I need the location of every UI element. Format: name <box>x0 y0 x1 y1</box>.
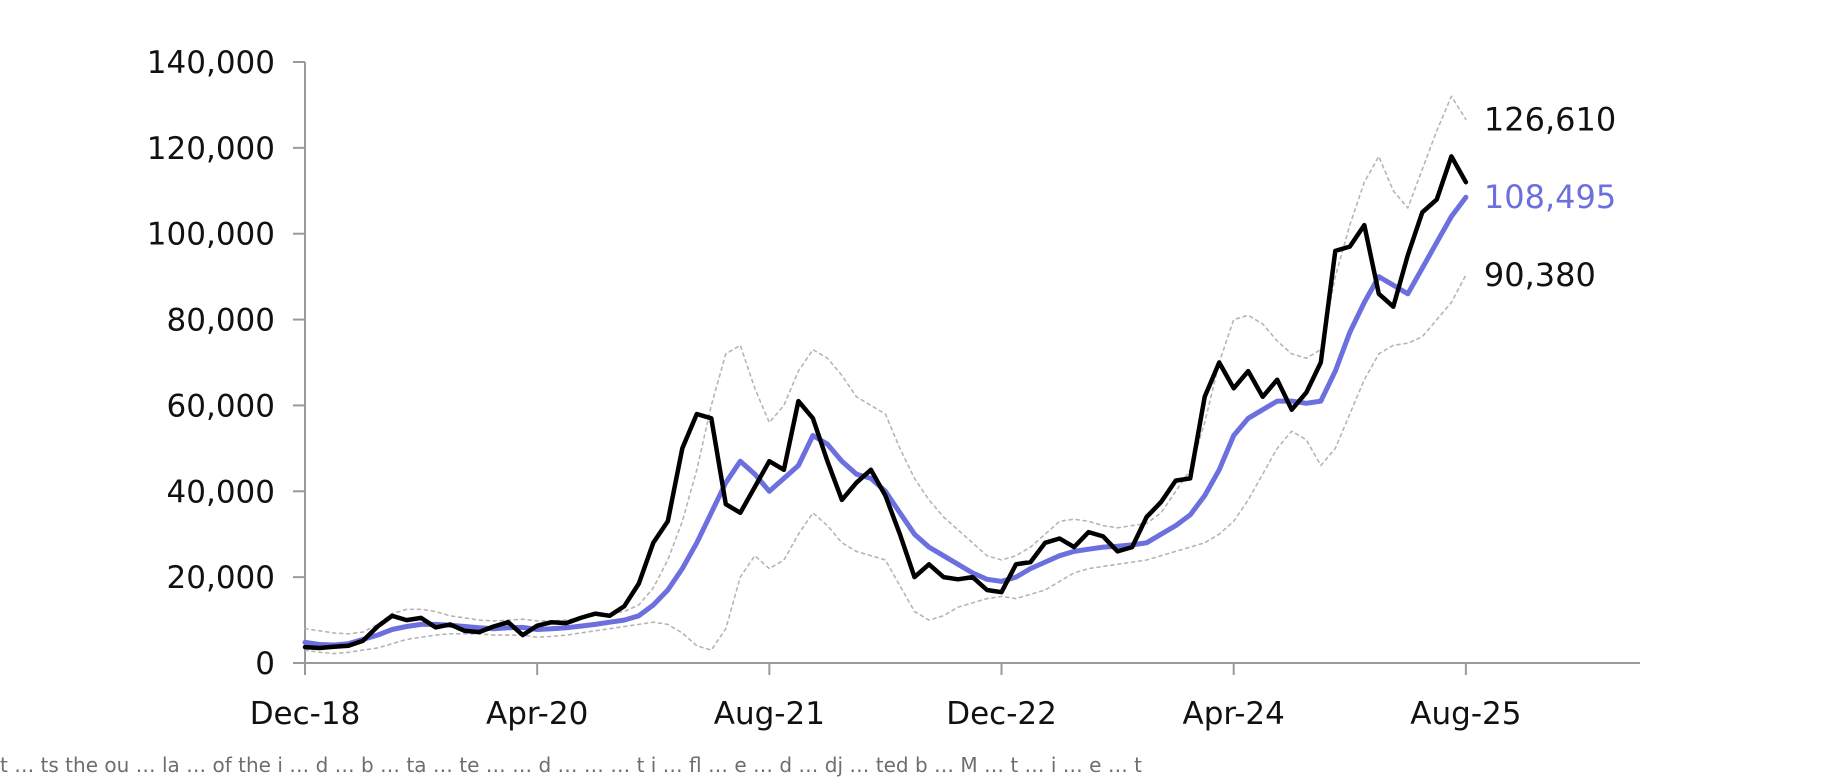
y-tick-label: 140,000 <box>147 45 275 81</box>
y-tick-label: 100,000 <box>147 217 275 253</box>
y-tick-label: 20,000 <box>167 560 275 596</box>
x-tick-label: Dec-22 <box>946 696 1057 732</box>
average-line <box>302 194 1469 648</box>
price-line <box>302 154 1469 651</box>
x-tick-label: Apr-20 <box>486 696 588 732</box>
x-tick-label: Apr-24 <box>1183 696 1285 732</box>
y-tick-label: 80,000 <box>167 303 275 339</box>
band-line <box>304 274 1467 655</box>
end-value-label: 126,610 <box>1484 100 1616 138</box>
x-tick-label: Dec-18 <box>250 696 361 732</box>
x-axis: Dec-18 Apr-20 Aug-21 Dec-22 Apr-24 Aug-25 <box>250 662 1640 732</box>
footnote: t … ts the ou … la … of the i … d … b … … <box>0 753 1142 777</box>
y-tick-label: 40,000 <box>167 474 275 510</box>
end-labels: 126,610 108,495 90,380 <box>1484 100 1616 294</box>
series-lines <box>302 95 1469 655</box>
end-value-label: 90,380 <box>1484 256 1596 294</box>
y-tick-label: 0 <box>255 646 275 682</box>
x-tick-label: Aug-21 <box>714 696 825 732</box>
y-tick-label: 120,000 <box>147 131 275 167</box>
y-tick-label: 60,000 <box>167 388 275 424</box>
band-line <box>304 95 1467 635</box>
x-tick-label: Aug-25 <box>1410 696 1521 732</box>
y-axis: 0 20,000 40,000 60,000 80,000 100,000 120,000 1… <box>147 45 306 682</box>
end-value-label: 108,495 <box>1484 178 1616 216</box>
